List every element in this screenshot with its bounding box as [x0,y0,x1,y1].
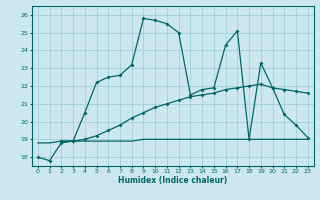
X-axis label: Humidex (Indice chaleur): Humidex (Indice chaleur) [118,176,228,185]
